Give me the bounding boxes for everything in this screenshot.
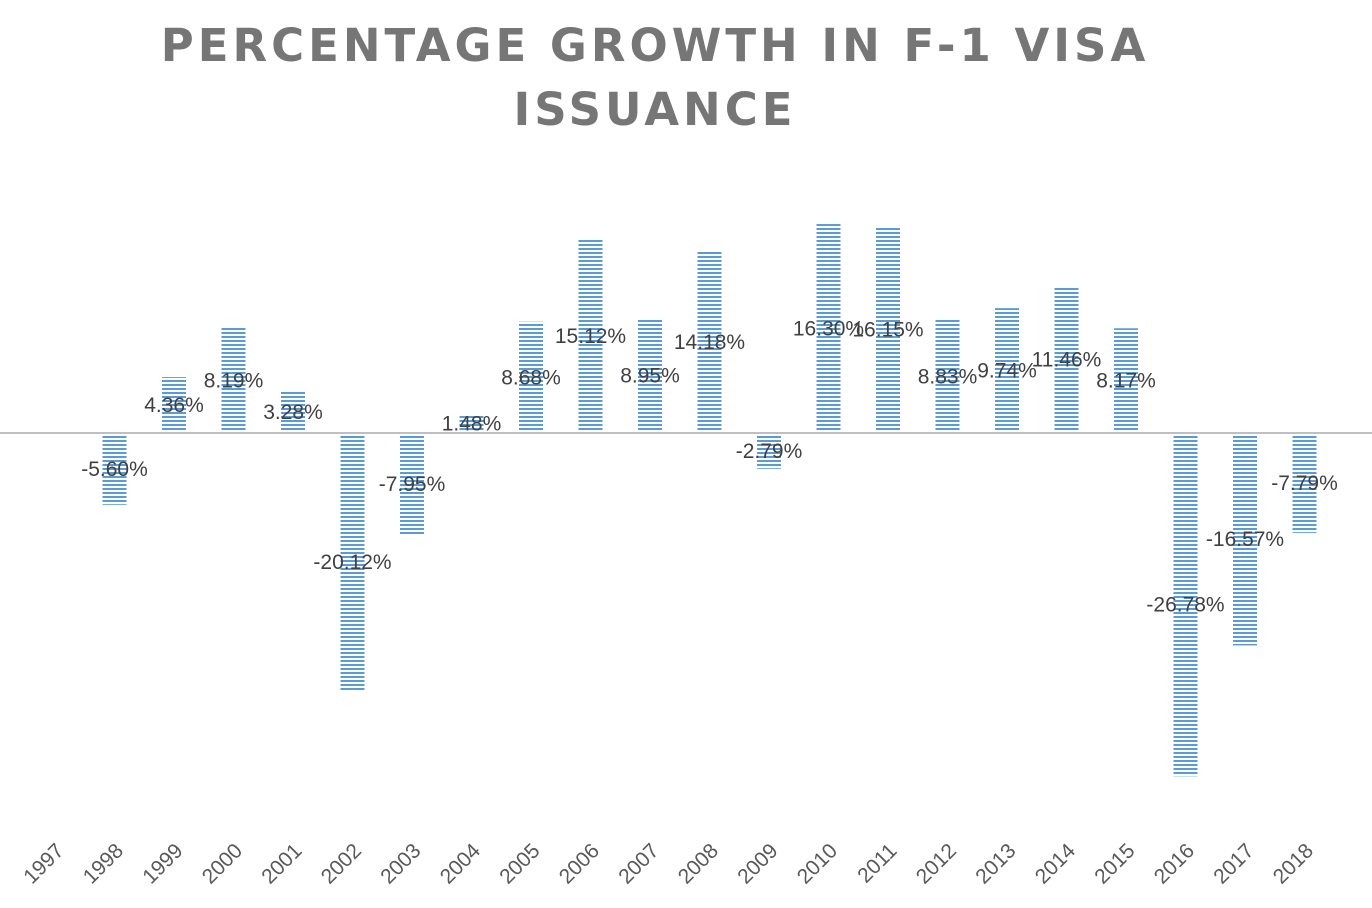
bar-2015 bbox=[1114, 328, 1138, 433]
x-tick-label: 2016 bbox=[1150, 839, 1199, 888]
data-label-2010: 16.30% bbox=[793, 318, 864, 341]
data-label-2003: -7.95% bbox=[379, 473, 446, 496]
data-label-2014: 11.46% bbox=[1032, 349, 1102, 372]
data-label-2013: 9.74% bbox=[977, 360, 1037, 383]
bar-2003 bbox=[400, 433, 424, 535]
data-label-1999: 4.36% bbox=[144, 394, 204, 417]
data-label-2011: 16.15% bbox=[852, 318, 923, 341]
bar-2001 bbox=[281, 390, 305, 433]
x-tick-label: 1997 bbox=[19, 839, 68, 888]
x-tick-label: 2018 bbox=[1269, 839, 1318, 888]
bar-2002 bbox=[340, 433, 365, 691]
data-label-2008: 14.18% bbox=[674, 331, 745, 354]
data-label-1998: -5.60% bbox=[81, 458, 148, 481]
x-tick-label: 1999 bbox=[138, 839, 187, 888]
bar-2009 bbox=[757, 433, 781, 469]
bar-2008 bbox=[697, 251, 722, 433]
bar-1998 bbox=[102, 433, 127, 505]
x-tick-label: 2013 bbox=[971, 839, 1020, 888]
x-tick-label: 2009 bbox=[733, 839, 782, 888]
data-label-2005: 8.68% bbox=[501, 366, 561, 389]
data-label-2006: 15.12% bbox=[555, 325, 626, 348]
x-axis-tick-labels: 1997 1998 1999 2000 2001 2002 2003 2004 2005 2006… bbox=[19, 839, 1318, 889]
bar-2004 bbox=[459, 414, 484, 433]
bar-2014 bbox=[1054, 286, 1079, 433]
bar-2005 bbox=[519, 321, 543, 433]
x-tick-label: 2012 bbox=[912, 839, 961, 888]
bar-2017 bbox=[1233, 433, 1257, 646]
x-tick-label: 2002 bbox=[317, 839, 366, 888]
bar-2011 bbox=[876, 225, 900, 433]
data-labels-layer: -5.60% 4.36%8.19% 3.28% -20.12% -7.95% 1.48% 8… bbox=[81, 318, 1338, 617]
bar-2010 bbox=[816, 224, 841, 433]
x-tick-label: 2004 bbox=[436, 839, 486, 889]
x-tick-label: 2005 bbox=[495, 839, 544, 888]
x-tick-label: 2011 bbox=[853, 839, 901, 887]
bar-1999 bbox=[162, 377, 186, 433]
data-label-2016: -26.78% bbox=[1146, 594, 1224, 617]
data-label-2012: 8.83% bbox=[918, 365, 978, 388]
x-tick-label: 2010 bbox=[793, 839, 842, 888]
bar-2007 bbox=[638, 318, 662, 433]
data-label-2002: -20.12% bbox=[313, 551, 391, 574]
bar-2000 bbox=[221, 328, 246, 433]
data-label-2018: -7.79% bbox=[1271, 472, 1338, 495]
x-tick-label: 2000 bbox=[198, 839, 247, 888]
x-tick-label: 2015 bbox=[1090, 839, 1139, 888]
bar-2018 bbox=[1292, 433, 1317, 533]
x-tick-label: 2003 bbox=[376, 839, 425, 888]
data-label-2000: 8.19% bbox=[204, 370, 264, 393]
x-tick-label: 2017 bbox=[1209, 839, 1258, 888]
x-tick-label: 2008 bbox=[674, 839, 723, 888]
bar-2016 bbox=[1173, 433, 1198, 777]
x-tick-label: 2006 bbox=[555, 839, 604, 888]
data-label-2017: -16.57% bbox=[1206, 528, 1284, 551]
bar-2013 bbox=[995, 308, 1019, 433]
x-tick-label: 2007 bbox=[614, 839, 663, 888]
data-label-2004: 1.48% bbox=[442, 413, 502, 436]
x-tick-label: 1998 bbox=[79, 839, 128, 888]
bar-2006 bbox=[578, 239, 603, 433]
x-tick-label: 2014 bbox=[1031, 839, 1081, 889]
chart-title: PERCENTAGE GROWTH IN F-1 VISA ISSUANCE bbox=[160, 19, 1150, 136]
data-label-2015: 8.17% bbox=[1096, 370, 1156, 393]
bars-layer bbox=[102, 224, 1317, 777]
bar-2012 bbox=[935, 319, 960, 433]
data-label-2001: 3.28% bbox=[263, 401, 323, 424]
data-label-2007: 8.95% bbox=[620, 365, 680, 388]
data-label-2009: -2.79% bbox=[736, 440, 803, 463]
x-tick-label: 2001 bbox=[257, 839, 306, 888]
